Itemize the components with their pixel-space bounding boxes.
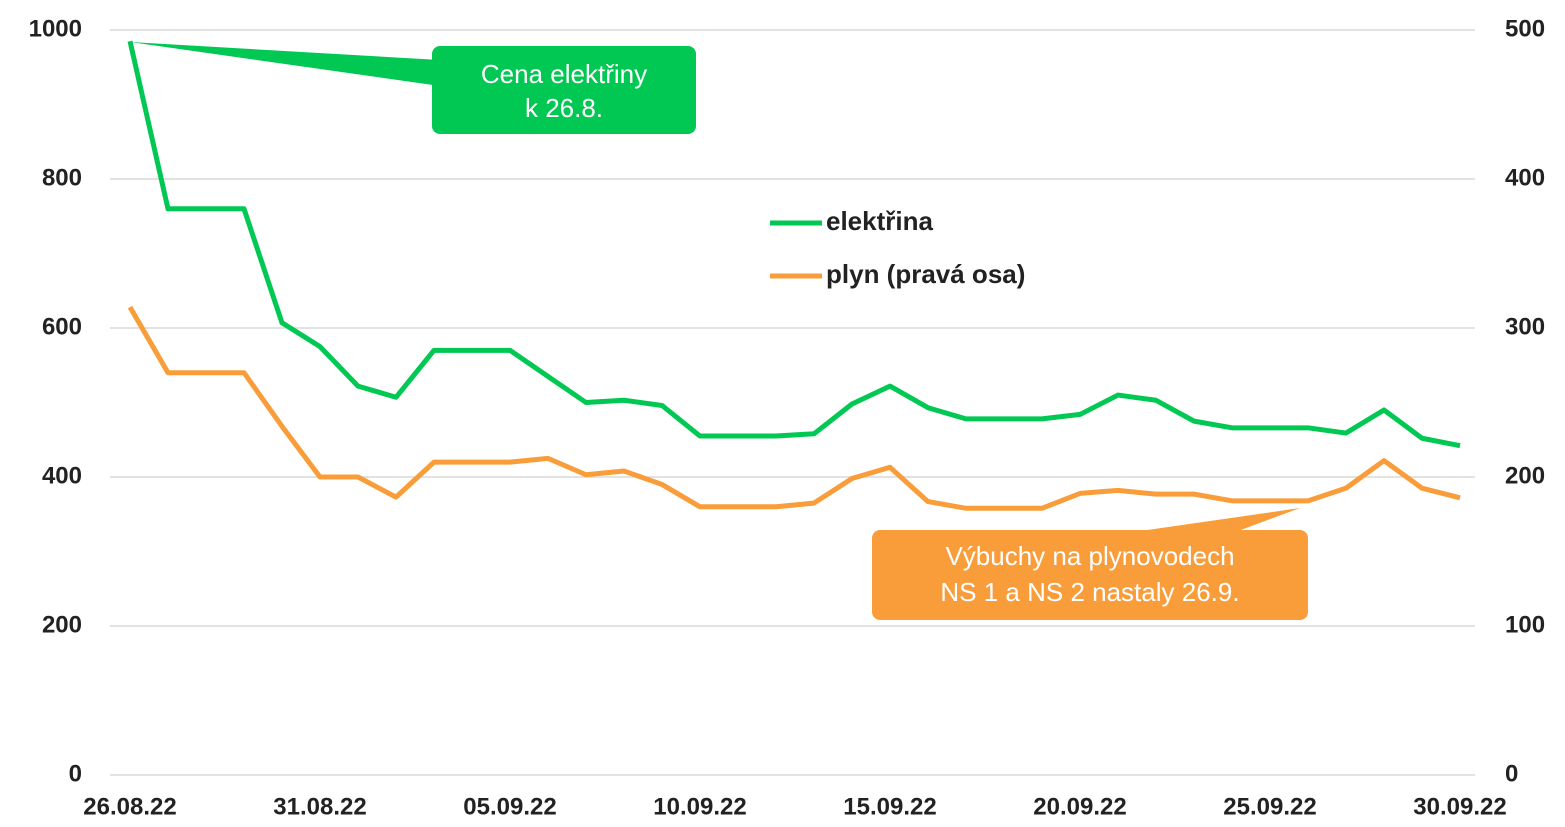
y2-tick-label: 400 [1505, 164, 1545, 191]
y-tick-label: 1000 [29, 15, 82, 42]
callout-pointer [130, 42, 440, 86]
annotation: k 26.8. [525, 93, 603, 123]
x-tick-label: 30.09.22 [1413, 793, 1506, 820]
annotation: NS 1 a NS 2 nastaly 26.9. [940, 577, 1239, 607]
y2-tick-label: 500 [1505, 15, 1545, 42]
legend-label: elektřina [826, 206, 933, 236]
x-tick-label: 05.09.22 [463, 793, 556, 820]
y-tick-label: 200 [42, 611, 82, 638]
annotation: Cena elektřiny [481, 59, 647, 89]
callout-box [872, 530, 1308, 620]
y-tick-label: 0 [69, 760, 82, 787]
x-tick-label: 26.08.22 [83, 793, 176, 820]
lines [127, 40, 1461, 511]
series-line [127, 305, 1461, 511]
x-tick-label: 25.09.22 [1223, 793, 1316, 820]
legend-label: plyn (pravá osa) [826, 259, 1025, 289]
x-tick-label: 20.09.22 [1033, 793, 1126, 820]
callout-box [432, 46, 696, 134]
y2-tick-label: 200 [1505, 462, 1545, 489]
legend: elektřina plyn (pravá osa) [770, 206, 1025, 289]
callout-pointer [1120, 508, 1300, 534]
y2-tick-label: 100 [1505, 611, 1545, 638]
series-line [127, 40, 1461, 449]
y-tick-label: 600 [42, 313, 82, 340]
x-tick-label: 15.09.22 [843, 793, 936, 820]
y2-tick-label: 0 [1505, 760, 1518, 787]
annotation: Výbuchy na plynovodech [945, 541, 1234, 571]
grid: 0 200 400 600 800 1000 0 100 200 300 400 500 26.08.2… [29, 15, 1545, 820]
y2-tick-label: 300 [1505, 313, 1545, 340]
x-tick-label: 31.08.22 [273, 793, 366, 820]
y-tick-label: 400 [42, 462, 82, 489]
y-tick-label: 800 [42, 164, 82, 191]
x-tick-label: 10.09.22 [653, 793, 746, 820]
